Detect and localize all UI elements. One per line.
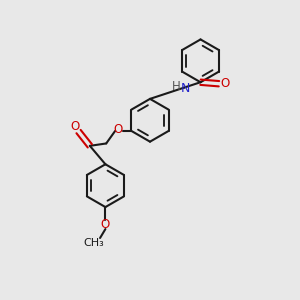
- Text: O: O: [113, 123, 123, 136]
- Text: CH₃: CH₃: [84, 238, 104, 248]
- Text: N: N: [181, 82, 190, 95]
- Text: O: O: [101, 218, 110, 231]
- Text: H: H: [172, 80, 180, 93]
- Text: O: O: [221, 77, 230, 90]
- Text: O: O: [70, 120, 80, 133]
